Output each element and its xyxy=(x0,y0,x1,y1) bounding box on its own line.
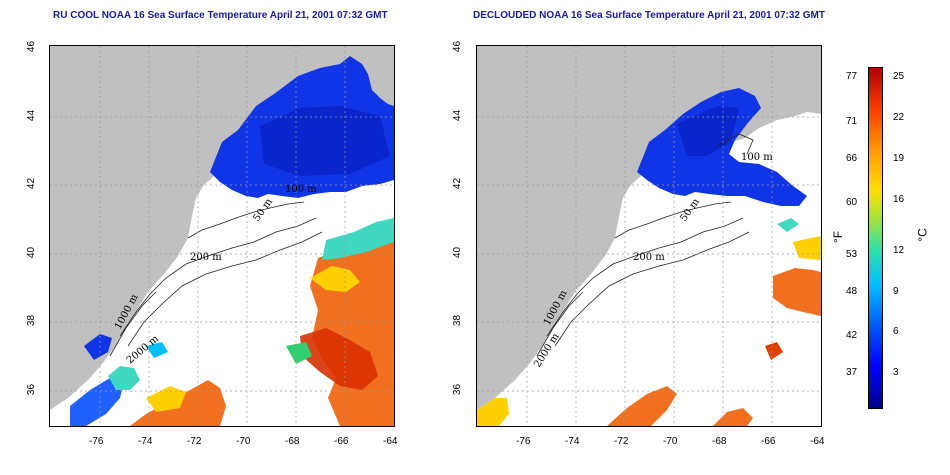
left-x-tick: -72 xyxy=(187,436,202,447)
celsius-tick: 6 xyxy=(893,326,899,337)
right-y-tick: 44 xyxy=(452,109,464,122)
right-y-tick: 46 xyxy=(452,40,464,53)
left-contour-50m xyxy=(187,201,305,239)
left-label-200m: 200 m xyxy=(190,252,222,263)
fahrenheit-tick: 71 xyxy=(846,116,858,127)
left-y-tick: 46 xyxy=(26,40,38,53)
right-map-title: DECLOUDED NOAA 16 Sea Surface Temperatur… xyxy=(473,10,825,21)
left-x-tick: -74 xyxy=(138,436,153,447)
fahrenheit-tick: 37 xyxy=(846,367,858,378)
right-label-50m: 50 m xyxy=(678,196,702,224)
left-label-100m: 100 m xyxy=(285,184,317,195)
celsius-tick: 9 xyxy=(893,286,899,297)
celsius-tick: 16 xyxy=(893,194,905,205)
celsius-unit-label: °C xyxy=(915,228,930,242)
right-x-tick: -64 xyxy=(810,436,825,447)
left-x-tick: -66 xyxy=(334,436,349,447)
right-x-tick: -72 xyxy=(614,436,629,447)
celsius-tick: 25 xyxy=(893,71,905,82)
temperature-colorbar xyxy=(868,67,883,409)
right-x-tick: -76 xyxy=(516,436,531,447)
celsius-tick: 19 xyxy=(893,153,905,164)
left-x-tick: -70 xyxy=(236,436,251,447)
fahrenheit-tick: 66 xyxy=(846,153,858,164)
fahrenheit-tick: 77 xyxy=(846,71,858,82)
fahrenheit-tick: 60 xyxy=(846,197,858,208)
fahrenheit-tick: 48 xyxy=(846,286,858,297)
left-x-tick: -68 xyxy=(285,436,300,447)
right-x-tick: -70 xyxy=(663,436,678,447)
left-x-tick: -64 xyxy=(383,436,398,447)
right-map-graphic: 200 m 50 m 100 m 1000 m 2000 m xyxy=(477,46,821,426)
left-y-tick: 36 xyxy=(26,383,38,396)
fahrenheit-unit-label: °F xyxy=(831,230,846,244)
left-contour-2000m xyxy=(127,231,323,347)
left-y-tick: 40 xyxy=(26,246,38,259)
right-x-tick: -68 xyxy=(712,436,727,447)
right-x-tick: -74 xyxy=(565,436,580,447)
right-y-tick: 36 xyxy=(452,383,464,396)
right-y-tick: 38 xyxy=(452,314,464,327)
left-contour-200m xyxy=(119,217,317,337)
left-map-graphic: 200 m 50 m 100 m 1000 m 2000 m xyxy=(50,46,394,426)
left-label-50m: 50 m xyxy=(251,196,275,224)
left-y-tick: 42 xyxy=(26,177,38,190)
right-x-tick: -66 xyxy=(761,436,776,447)
right-label-200m: 200 m xyxy=(633,252,665,263)
celsius-tick: 3 xyxy=(893,367,899,378)
left-y-tick: 44 xyxy=(26,109,38,122)
right-label-100m: 100 m xyxy=(741,152,773,163)
left-x-tick: -76 xyxy=(89,436,104,447)
right-sst-map: 200 m 50 m 100 m 1000 m 2000 m xyxy=(476,45,822,427)
right-y-tick: 42 xyxy=(452,177,464,190)
left-sst-map: 200 m 50 m 100 m 1000 m 2000 m xyxy=(49,45,395,427)
celsius-tick: 22 xyxy=(893,112,905,123)
fahrenheit-tick: 42 xyxy=(846,330,858,341)
right-warm-water xyxy=(773,268,821,316)
left-map-title: RU COOL NOAA 16 Sea Surface Temperature … xyxy=(53,10,388,21)
right-y-tick: 40 xyxy=(452,246,464,259)
celsius-tick: 12 xyxy=(893,245,905,256)
left-y-tick: 38 xyxy=(26,314,38,327)
fahrenheit-tick: 53 xyxy=(846,249,858,260)
